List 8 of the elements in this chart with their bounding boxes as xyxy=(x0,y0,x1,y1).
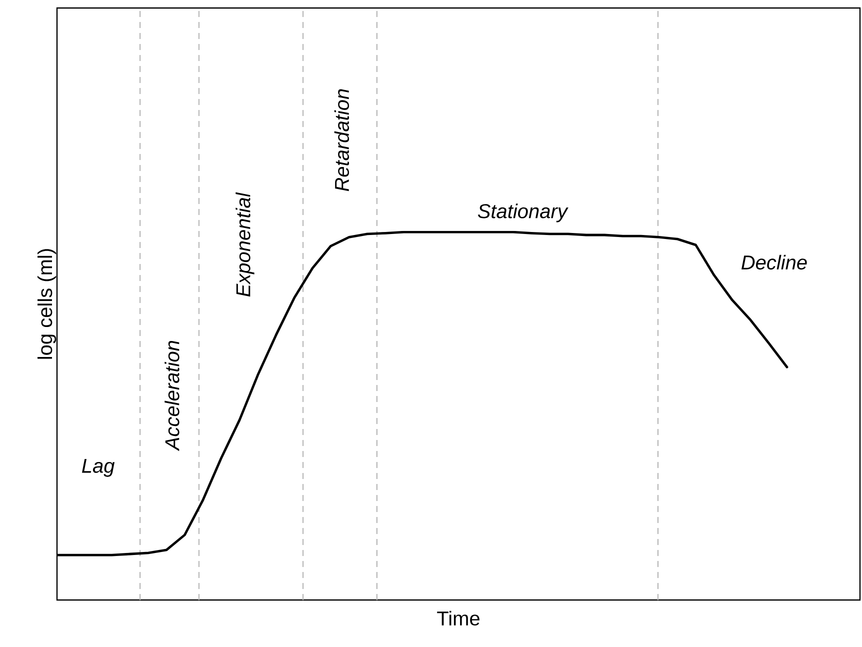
text: Stationary xyxy=(478,204,568,222)
annotation: Acceleration xyxy=(164,340,180,452)
text: Retardation xyxy=(334,89,350,192)
y-axis-title: log cells (ml) xyxy=(38,249,56,359)
annotation: Lag xyxy=(82,458,115,477)
x-axis-title: Time xyxy=(437,610,480,626)
annotation: Decline xyxy=(741,254,807,270)
annotation: Exponential xyxy=(236,192,254,297)
